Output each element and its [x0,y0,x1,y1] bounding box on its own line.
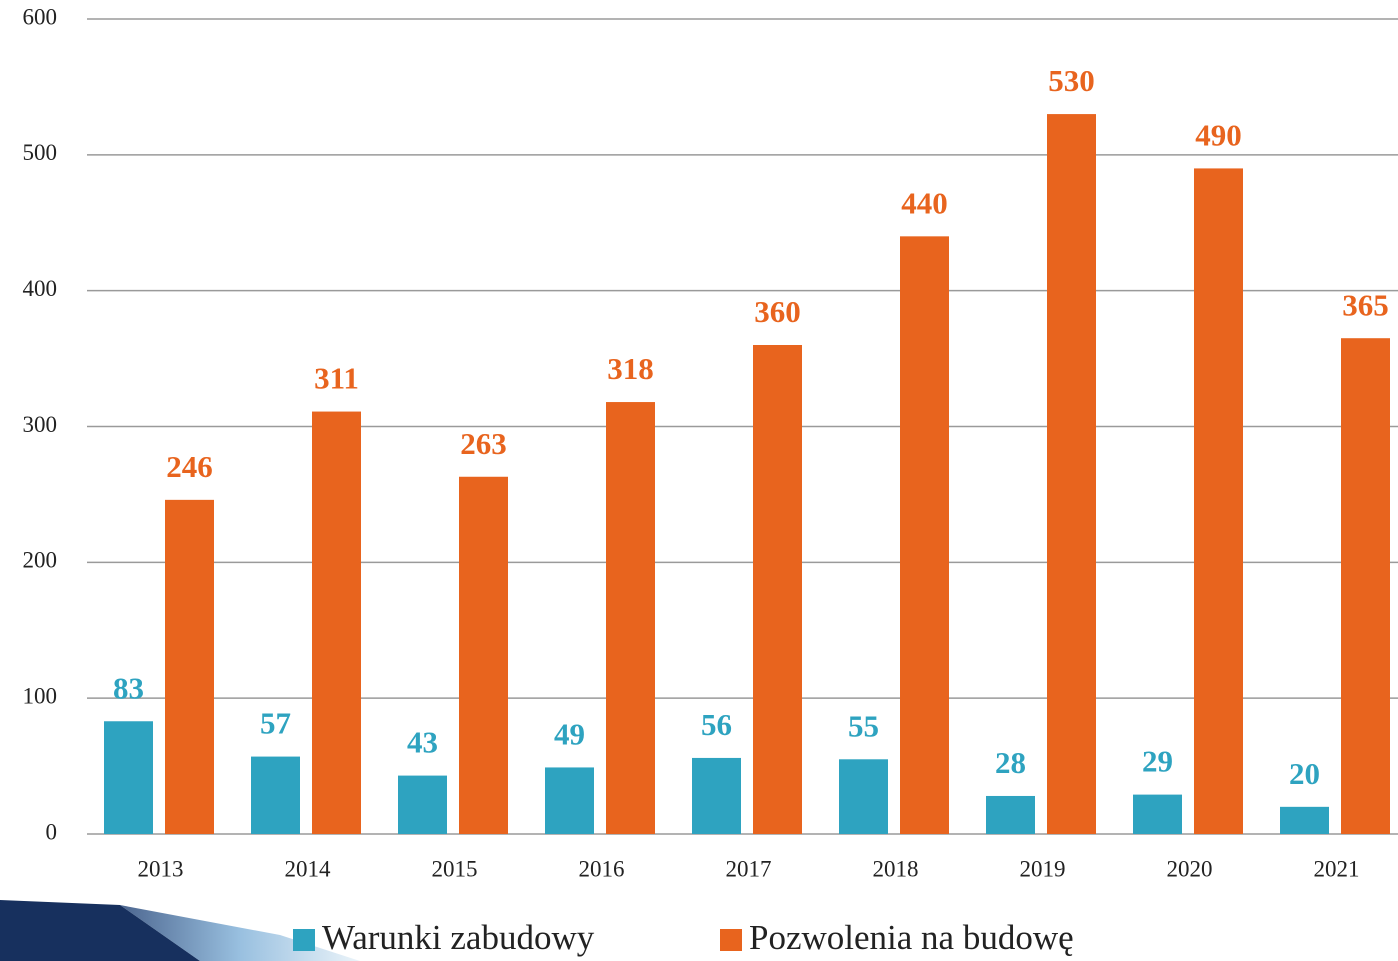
y-tick-label: 500 [23,140,58,165]
bar [839,759,888,834]
x-tick-label: 2019 [1020,856,1066,881]
x-tick-label: 2017 [726,856,772,881]
value-label: 49 [554,717,585,752]
bar [545,767,594,834]
value-label: 83 [113,670,144,705]
value-label: 440 [901,185,948,220]
y-tick-label: 300 [23,412,58,437]
x-tick-label: 2018 [873,856,919,881]
bar [692,757,741,834]
value-label: 318 [607,351,654,386]
value-label: 530 [1048,63,1095,98]
bar [900,236,949,835]
value-label: 57 [260,706,291,741]
bar [1047,114,1096,835]
legend-swatch [293,929,315,951]
bar [165,499,214,834]
bar [1280,806,1329,834]
y-tick-label: 600 [23,4,58,29]
value-label: 360 [754,294,801,329]
value-label: 55 [848,708,879,743]
value-label: 43 [407,725,438,760]
y-tick-label: 400 [23,276,58,301]
value-label: 29 [1142,744,1173,779]
legend-label: Pozwolenia na budowę [749,918,1074,957]
x-tick-label: 2021 [1314,856,1360,881]
legend-label: Warunki zabudowy [322,918,595,957]
value-label: 365 [1342,287,1389,322]
y-tick-label: 0 [46,819,58,844]
x-tick-label: 2020 [1167,856,1213,881]
bar [104,721,153,834]
x-tick-label: 2013 [138,856,184,881]
bar [459,476,508,834]
legend-swatch [720,929,742,951]
bar [1133,794,1182,834]
bar [312,411,361,834]
value-label: 490 [1195,118,1242,153]
bar [606,402,655,834]
bar [251,756,300,834]
bar [398,775,447,834]
value-label: 28 [995,745,1026,780]
x-tick-label: 2014 [285,856,332,881]
x-tick-label: 2016 [579,856,625,881]
value-label: 246 [166,449,213,484]
bar [753,345,802,834]
bar [1194,168,1243,834]
decoration [0,900,200,961]
y-tick-label: 200 [23,548,58,573]
bar [1341,338,1390,834]
bar [986,795,1035,834]
y-tick-label: 100 [23,683,58,708]
value-label: 56 [701,707,732,742]
value-label: 311 [314,361,359,396]
x-tick-label: 2015 [432,856,478,881]
value-label: 20 [1289,756,1320,791]
value-label: 263 [460,426,507,461]
